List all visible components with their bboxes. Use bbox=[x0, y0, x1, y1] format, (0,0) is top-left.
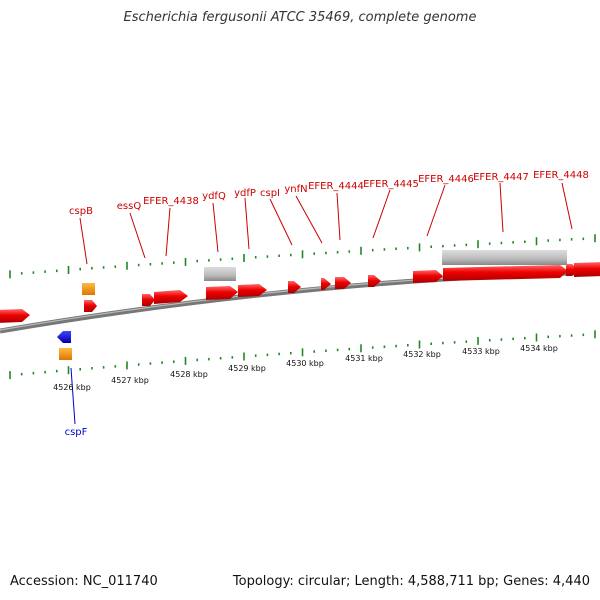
gene-label-ydfQ: ydfQ bbox=[202, 191, 226, 202]
gene-arrow-EFER_4445 bbox=[368, 275, 381, 287]
map-title: Escherichia fergusonii ATCC 35469, compl… bbox=[123, 10, 477, 25]
gene-label-ydfP: ydfP bbox=[234, 188, 256, 199]
gene-arrow-EFER_4444 bbox=[335, 277, 351, 289]
gene-arrow bbox=[0, 309, 30, 323]
gene-label-EFER_4438: EFER_4438 bbox=[143, 196, 199, 207]
gene-arrow-essQ bbox=[142, 294, 155, 306]
gene-arrow-ydfQ bbox=[206, 286, 238, 300]
scale-labels: 4526 kbp 4527 kbp 4528 kbp 4529 kbp 4530… bbox=[53, 344, 558, 392]
gene-arrow-cspF bbox=[57, 331, 71, 343]
accession-text: Accession: NC_011740 bbox=[10, 574, 158, 589]
gene-arrow-EFER_4438 bbox=[154, 290, 188, 304]
scale-label-4529: 4529 kbp bbox=[228, 364, 266, 373]
rna-feature-ydfQ bbox=[204, 267, 236, 281]
gene-arrow-cspI bbox=[288, 281, 301, 293]
gene-label-ynfN: ynfN bbox=[284, 184, 307, 195]
gene-label-EFER_4446: EFER_4446 bbox=[418, 174, 474, 185]
genome-summary-text: Topology: circular; Length: 4,588,711 bp… bbox=[232, 574, 590, 589]
reverse-tick-ruler bbox=[9, 330, 596, 380]
gene-label-EFER_4444: EFER_4444 bbox=[308, 181, 364, 192]
gene-arrow-EFER_4446 bbox=[413, 270, 443, 283]
gene-label-cspI: cspI bbox=[260, 188, 280, 199]
label-leader-line-cspF bbox=[70, 367, 76, 425]
scale-label-4528: 4528 kbp bbox=[170, 370, 208, 379]
scale-label-4534: 4534 kbp bbox=[520, 344, 558, 353]
gene-arrow-EFER_4447 bbox=[443, 265, 568, 281]
scale-label-4526: 4526 kbp bbox=[53, 383, 91, 392]
forward-tick-ruler bbox=[9, 234, 596, 279]
gene-label-EFER_4445: EFER_4445 bbox=[363, 179, 419, 190]
gene-arrow-EFER_4448 bbox=[566, 264, 579, 276]
scale-label-4533: 4533 kbp bbox=[462, 347, 500, 356]
rna-feature-EFER_4447 bbox=[442, 250, 567, 265]
gene-arrow bbox=[574, 262, 600, 277]
scale-label-4531: 4531 kbp bbox=[345, 354, 383, 363]
label-leader-lines bbox=[79, 182, 573, 265]
scale-label-4527: 4527 kbp bbox=[111, 376, 149, 385]
feature-box-cspF bbox=[59, 348, 72, 360]
gene-label-cspB: cspB bbox=[69, 206, 93, 217]
gene-label-EFER_4448: EFER_4448 bbox=[533, 170, 589, 181]
scale-label-4530: 4530 kbp bbox=[286, 359, 324, 368]
gene-label-EFER_4447: EFER_4447 bbox=[473, 172, 529, 183]
gene-arrow-ydfP bbox=[238, 284, 267, 297]
forward-genes bbox=[0, 262, 600, 323]
gene-label-essQ: essQ bbox=[117, 201, 142, 212]
gene-arrow-cspB bbox=[84, 300, 97, 312]
scale-label-4532: 4532 kbp bbox=[403, 350, 441, 359]
feature-box-cspB bbox=[82, 283, 95, 295]
gene-label-cspF: cspF bbox=[65, 427, 88, 438]
gene-arrow-ynfN bbox=[321, 278, 331, 290]
forward-gene-labels: cspB essQ EFER_4438 ydfQ ydfP cspI ynfN … bbox=[69, 170, 589, 217]
